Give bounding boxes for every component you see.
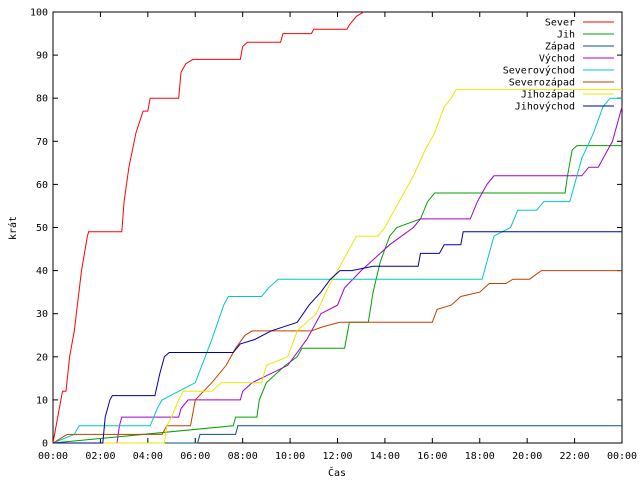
legend: SeverJihZápadVýchodSeverovýchodSeverozáp… [503, 18, 614, 113]
y-tick-label: 30 [36, 309, 48, 320]
legend-label-sever: Sever [545, 18, 575, 29]
y-axis-label: krát [7, 216, 19, 240]
y-tick-label: 90 [36, 51, 48, 62]
y-tick-label: 10 [36, 395, 48, 406]
x-axis-label: Čas [328, 466, 346, 479]
x-tick-label: 10:00 [275, 451, 305, 462]
y-tick-label: 100 [30, 8, 48, 19]
x-tick-label: 22:00 [560, 451, 590, 462]
legend-label-zapad: Západ [545, 41, 575, 53]
series-line-severozapad [52, 270, 622, 444]
series-line-jihovychod [53, 231, 622, 444]
legend-label-jih: Jih [557, 30, 575, 41]
y-tick-label: 80 [36, 94, 48, 105]
x-tick-label: 14:00 [370, 451, 400, 462]
x-tick-label: 12:00 [322, 451, 352, 462]
y-tick-label: 20 [36, 352, 48, 363]
x-tick-label: 18:00 [465, 451, 495, 462]
legend-label-severozapad: Severozápad [509, 77, 575, 89]
y-tick-label: 60 [36, 180, 48, 191]
x-tick-label: 04:00 [133, 451, 163, 462]
y-tick-label: 50 [36, 223, 48, 234]
series-lines [52, 11, 623, 444]
x-axis-tick-labels: 00:00 02:00 04:00 06:00 08:00 10:00 12:00 14:00… [38, 451, 637, 462]
legend-label-severovychod: Severovýchod [503, 65, 575, 77]
series-line-vychod [53, 106, 623, 444]
series-line-sever [52, 11, 364, 444]
series-line-jih [52, 145, 622, 444]
x-tick-label: 06:00 [180, 451, 210, 462]
y-tick-label: 70 [36, 137, 48, 148]
y-tick-label: 40 [36, 266, 48, 277]
x-tick-label: 20:00 [512, 451, 542, 462]
legend-label-vychod: Východ [539, 53, 575, 65]
series-line-jihozapad [53, 89, 622, 444]
y-tick-label: 0 [42, 439, 48, 450]
series-line-zapad [53, 425, 622, 444]
x-tick-label: 08:00 [228, 451, 258, 462]
legend-label-jihozapad: Jihozápad [521, 89, 575, 101]
x-tick-label: 16:00 [417, 451, 447, 462]
x-tick-label: 00:00 [38, 451, 68, 462]
x-tick-label: 00:00 [607, 451, 637, 462]
y-axis-tick-labels: 0 10 20 30 40 50 60 70 80 90 100 [30, 8, 48, 450]
legend-label-jihovychod: Jihovýchod [515, 101, 575, 113]
x-tick-label: 02:00 [85, 451, 115, 462]
series-line-severovychod [52, 97, 622, 444]
